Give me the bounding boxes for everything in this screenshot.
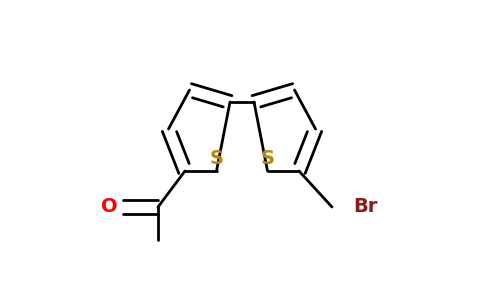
Text: O: O [101, 197, 118, 217]
Text: Br: Br [353, 197, 378, 217]
Text: S: S [210, 149, 224, 168]
Text: S: S [260, 149, 274, 168]
